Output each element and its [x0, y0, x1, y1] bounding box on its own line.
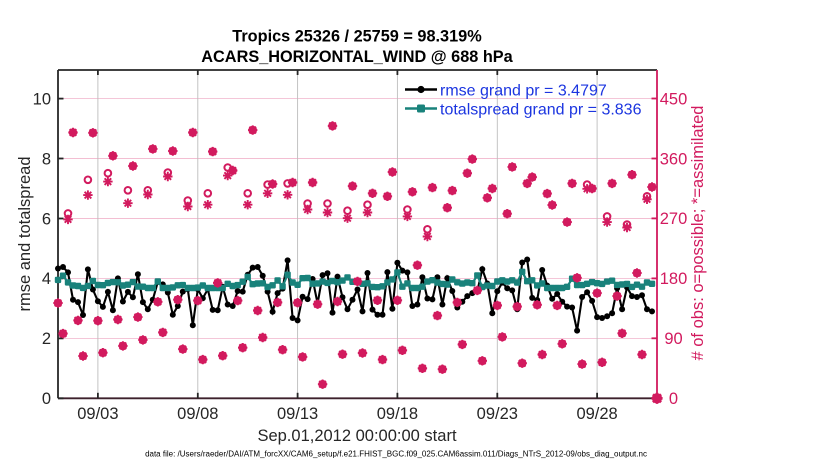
svg-text:90: 90 — [664, 330, 682, 348]
svg-text:09/03: 09/03 — [77, 405, 118, 423]
svg-text:ACARS_HORIZONTAL_WIND @ 688 hP: ACARS_HORIZONTAL_WIND @ 688 hPa — [201, 48, 513, 66]
svg-text:6: 6 — [42, 210, 51, 228]
svg-text:10: 10 — [33, 90, 51, 108]
svg-text:09/28: 09/28 — [576, 405, 617, 423]
svg-text:180: 180 — [660, 270, 688, 288]
svg-text:rmse and totalspread: rmse and totalspread — [16, 156, 34, 311]
svg-text:360: 360 — [660, 150, 688, 168]
svg-text:4: 4 — [42, 270, 51, 288]
svg-text:8: 8 — [42, 150, 51, 168]
svg-text:09/18: 09/18 — [377, 405, 418, 423]
svg-text:450: 450 — [660, 90, 688, 108]
svg-text:Tropics 25326 / 25759 = 98.319: Tropics 25326 / 25759 = 98.319% — [232, 28, 482, 46]
svg-text:09/23: 09/23 — [477, 405, 518, 423]
svg-text:Sep.01,2012 00:00:00 start: Sep.01,2012 00:00:00 start — [257, 427, 456, 445]
svg-text:270: 270 — [660, 210, 688, 228]
svg-text:0: 0 — [669, 390, 678, 408]
svg-text:# of obs: o=possible; *=assimi: # of obs: o=possible; *=assimilated — [689, 106, 707, 361]
svg-text:rmse grand pr = 3.4797: rmse grand pr = 3.4797 — [440, 83, 607, 100]
svg-text:data file: /Users/raeder/DAI/A: data file: /Users/raeder/DAI/ATM_forcXX/… — [145, 450, 647, 459]
svg-text:09/13: 09/13 — [277, 405, 318, 423]
svg-text:0: 0 — [42, 390, 51, 408]
svg-text:2: 2 — [42, 330, 51, 348]
svg-text:09/08: 09/08 — [177, 405, 218, 423]
svg-text:totalspread grand pr = 3.836: totalspread grand pr = 3.836 — [440, 102, 642, 119]
